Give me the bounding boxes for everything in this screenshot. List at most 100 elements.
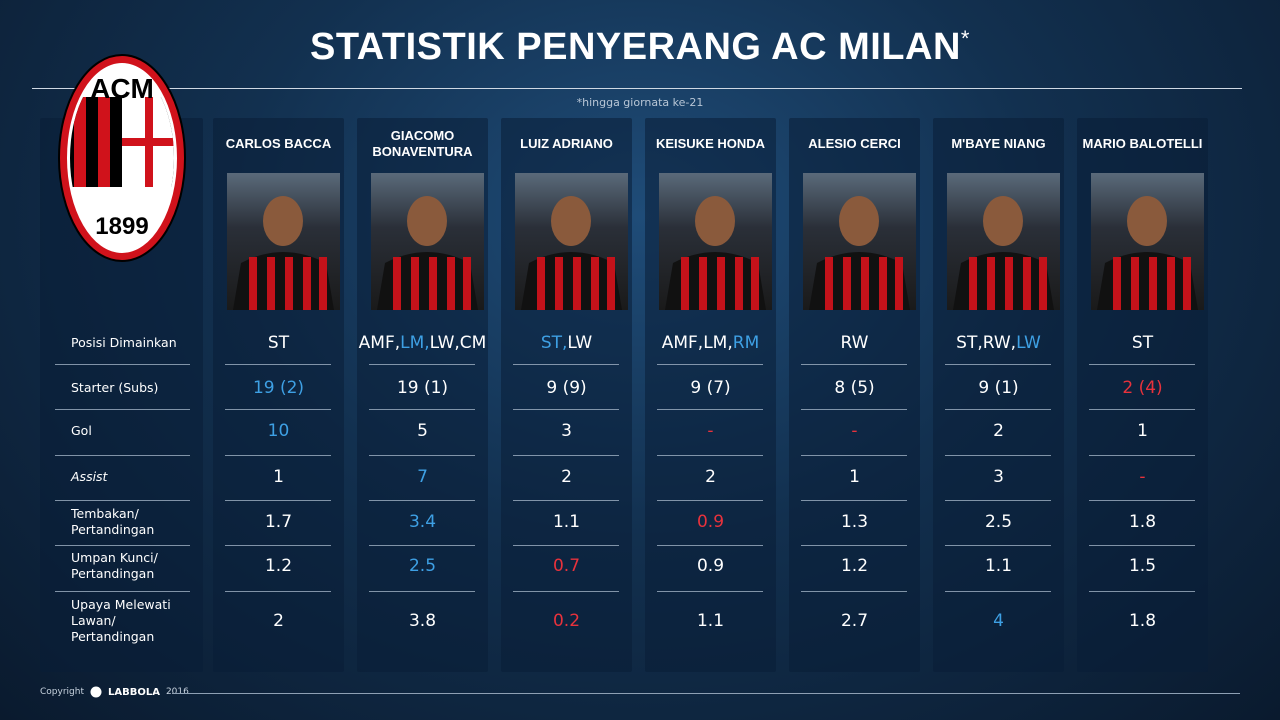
asterisk: * — [960, 26, 970, 51]
stat-text: 1.2 — [264, 556, 293, 576]
row-separator — [55, 545, 190, 546]
player-photo — [947, 173, 1060, 310]
cell-separator — [369, 591, 475, 592]
stat-cell: 10 — [207, 416, 350, 446]
stat-cell: 1.5 — [1071, 551, 1214, 581]
cell-separator — [1089, 455, 1195, 456]
stat-text: 1.1 — [984, 556, 1013, 576]
row-label: Tembakan/ Pertandingan — [71, 506, 155, 537]
stat-text: ST,RW, — [956, 333, 1017, 353]
stat-cell: 2.7 — [783, 606, 926, 636]
stat-cell: - — [639, 416, 782, 446]
stat-text: 2 — [273, 611, 284, 631]
stat-cell: 19 (2) — [207, 373, 350, 403]
stat-cell: 1.8 — [1071, 507, 1214, 537]
stat-cell: AMF, LM, LW,CM — [351, 328, 494, 358]
footer-year: 2016 — [165, 687, 189, 697]
stat-text: 2.5 — [984, 512, 1013, 532]
player-name: KEISUKE HONDA — [655, 136, 766, 151]
stat-cell: 1.3 — [783, 507, 926, 537]
stat-cell: 2 — [207, 606, 350, 636]
row-separator — [55, 591, 190, 592]
stat-cell: 8 (5) — [783, 373, 926, 403]
player-name: GIACOMO BONAVENTURA — [372, 128, 473, 159]
stat-cell: 2.5 — [351, 551, 494, 581]
cell-separator — [945, 545, 1051, 546]
cell-separator — [657, 455, 763, 456]
stat-cell: 0.9 — [639, 507, 782, 537]
stat-text: 9 (9) — [546, 378, 587, 398]
stat-cell: 0.2 — [495, 606, 638, 636]
cell-separator — [1089, 500, 1195, 501]
stat-cell: 2 — [639, 462, 782, 492]
cell-separator — [801, 455, 907, 456]
club-logo: ACM 1899 — [58, 54, 186, 262]
footer: Copyright LABBOLA 2016 — [40, 686, 189, 698]
stat-cell: 4 — [927, 606, 1070, 636]
stat-cell: 5 — [351, 416, 494, 446]
stat-text: 3 — [561, 421, 572, 441]
stat-cell: RW — [783, 328, 926, 358]
cell-separator — [945, 409, 1051, 410]
stat-text: ST — [267, 333, 290, 353]
cell-separator — [945, 455, 1051, 456]
cell-separator — [225, 545, 331, 546]
stat-text: 5 — [417, 421, 428, 441]
stat-text: 3 — [993, 467, 1004, 487]
cell-separator — [1089, 591, 1195, 592]
stat-text: 1.3 — [840, 512, 869, 532]
player-name: MARIO BALOTELLI — [1082, 136, 1203, 151]
stat-cell: 19 (1) — [351, 373, 494, 403]
stat-text: 2.5 — [408, 556, 437, 576]
stat-text: 0.7 — [552, 556, 581, 576]
cell-separator — [369, 500, 475, 501]
cell-separator — [945, 500, 1051, 501]
stat-cell: 9 (9) — [495, 373, 638, 403]
cell-separator — [369, 545, 475, 546]
stat-text: LM, — [400, 333, 430, 353]
stat-text: 1.2 — [840, 556, 869, 576]
stat-text: ST, — [540, 333, 568, 353]
stat-cell: 7 — [351, 462, 494, 492]
stat-text: 1.8 — [1128, 611, 1157, 631]
divider — [32, 88, 1242, 89]
stat-cell: 1.7 — [207, 507, 350, 537]
stat-text: 1 — [1137, 421, 1148, 441]
stat-text: 1.5 — [1128, 556, 1157, 576]
copyright: Copyright — [40, 687, 84, 697]
row-separator — [55, 500, 190, 501]
cell-separator — [369, 364, 475, 365]
stat-text: 2 — [993, 421, 1004, 441]
stat-cell: 2 — [495, 462, 638, 492]
stat-cell: 2.5 — [927, 507, 1070, 537]
row-label: Gol — [71, 423, 92, 438]
cell-separator — [945, 591, 1051, 592]
stat-text: 1 — [849, 467, 860, 487]
photo-placeholder — [953, 196, 1054, 310]
stat-cell: 1 — [1071, 416, 1214, 446]
cell-separator — [1089, 364, 1195, 365]
cell-separator — [945, 364, 1051, 365]
cell-separator — [225, 455, 331, 456]
logo-text: ACM — [90, 73, 154, 104]
photo-placeholder — [1097, 196, 1198, 310]
title-wrap: STATISTIK PENYERANG AC MILAN* — [0, 26, 1280, 69]
player-photo — [227, 173, 340, 310]
stat-text: 2 (4) — [1122, 378, 1163, 398]
photo-placeholder — [665, 196, 766, 310]
stat-text: 2 — [561, 467, 572, 487]
player-photo — [371, 173, 484, 310]
footnote: *hingga giornata ke-21 — [576, 96, 704, 109]
stat-cell: 1.1 — [495, 507, 638, 537]
stat-cell: 1.1 — [639, 606, 782, 636]
title: STATISTIK PENYERANG AC MILAN — [310, 26, 961, 68]
row-label: Assist — [71, 469, 108, 484]
cell-separator — [513, 409, 619, 410]
player-photo — [515, 173, 628, 310]
cell-separator — [657, 409, 763, 410]
stat-text: 3.8 — [408, 611, 437, 631]
stat-text: LW — [1016, 333, 1041, 353]
stat-text: RW — [840, 333, 869, 353]
stat-text: 0.9 — [696, 512, 725, 532]
footer-line — [172, 693, 1240, 694]
